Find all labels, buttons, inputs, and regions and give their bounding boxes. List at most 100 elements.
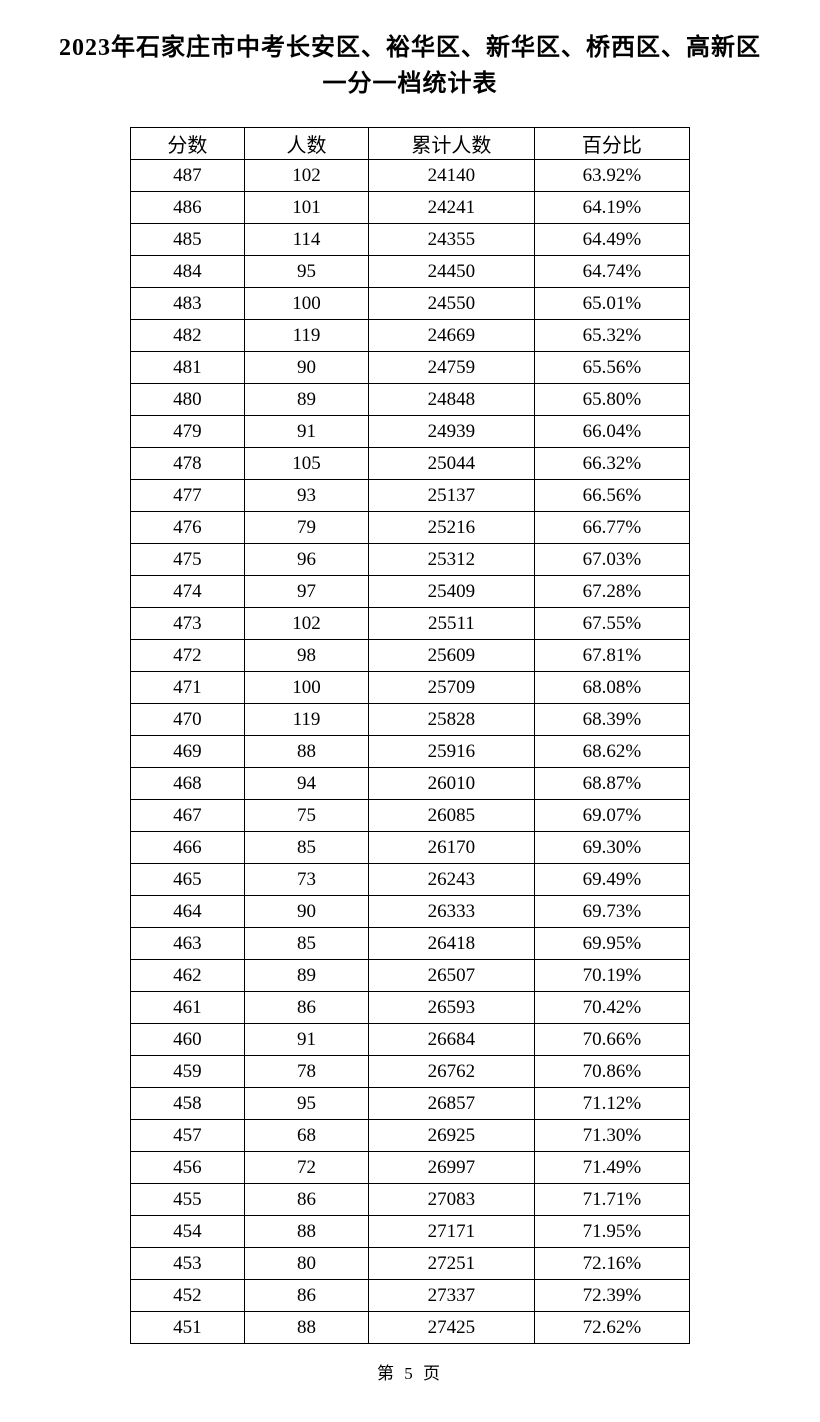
table-cell: 72.39%	[534, 1280, 689, 1312]
table-cell: 65.56%	[534, 352, 689, 384]
table-cell: 486	[131, 192, 245, 224]
table-cell: 90	[244, 896, 368, 928]
table-row: 465732624369.49%	[131, 864, 690, 896]
table-cell: 97	[244, 576, 368, 608]
table-cell: 90	[244, 352, 368, 384]
table-row: 472982560967.81%	[131, 640, 690, 672]
table-cell: 89	[244, 960, 368, 992]
table-cell: 457	[131, 1120, 245, 1152]
table-cell: 25312	[369, 544, 535, 576]
table-cell: 451	[131, 1312, 245, 1344]
table-cell: 460	[131, 1024, 245, 1056]
table-cell: 67.28%	[534, 576, 689, 608]
table-cell: 67.03%	[534, 544, 689, 576]
table-cell: 25828	[369, 704, 535, 736]
table-row: 451882742572.62%	[131, 1312, 690, 1344]
table-cell: 485	[131, 224, 245, 256]
table-cell: 68.87%	[534, 768, 689, 800]
table-cell: 68.39%	[534, 704, 689, 736]
table-cell: 27083	[369, 1184, 535, 1216]
table-cell: 456	[131, 1152, 245, 1184]
table-cell: 455	[131, 1184, 245, 1216]
table-cell: 26243	[369, 864, 535, 896]
table-cell: 95	[244, 1088, 368, 1120]
table-cell: 94	[244, 768, 368, 800]
col-header-cumulative: 累计人数	[369, 128, 535, 160]
table-body: 4871022414063.92%4861012424164.19%485114…	[131, 160, 690, 1344]
table-cell: 80	[244, 1248, 368, 1280]
table-cell: 25511	[369, 608, 535, 640]
table-row: 456722699771.49%	[131, 1152, 690, 1184]
table-cell: 71.49%	[534, 1152, 689, 1184]
table-cell: 71.12%	[534, 1088, 689, 1120]
table-cell: 70.42%	[534, 992, 689, 1024]
table-cell: 24450	[369, 256, 535, 288]
table-cell: 458	[131, 1088, 245, 1120]
table-cell: 65.80%	[534, 384, 689, 416]
table-row: 475962531267.03%	[131, 544, 690, 576]
table-cell: 479	[131, 416, 245, 448]
table-cell: 67.81%	[534, 640, 689, 672]
table-cell: 69.30%	[534, 832, 689, 864]
table-cell: 91	[244, 416, 368, 448]
table-row: 4711002570968.08%	[131, 672, 690, 704]
table-cell: 25216	[369, 512, 535, 544]
table-cell: 68	[244, 1120, 368, 1152]
table-cell: 102	[244, 160, 368, 192]
table-row: 4861012424164.19%	[131, 192, 690, 224]
table-cell: 473	[131, 608, 245, 640]
table-row: 4731022551167.55%	[131, 608, 690, 640]
table-cell: 98	[244, 640, 368, 672]
col-header-count: 人数	[244, 128, 368, 160]
table-cell: 72.16%	[534, 1248, 689, 1280]
table-cell: 65.32%	[534, 320, 689, 352]
table-cell: 25044	[369, 448, 535, 480]
table-cell: 93	[244, 480, 368, 512]
table-row: 457682692571.30%	[131, 1120, 690, 1152]
table-cell: 88	[244, 1216, 368, 1248]
table-cell: 26593	[369, 992, 535, 1024]
table-cell: 72	[244, 1152, 368, 1184]
table-cell: 452	[131, 1280, 245, 1312]
table-row: 4701192582868.39%	[131, 704, 690, 736]
table-cell: 88	[244, 1312, 368, 1344]
table-cell: 102	[244, 608, 368, 640]
table-cell: 85	[244, 928, 368, 960]
table-cell: 69.73%	[534, 896, 689, 928]
table-cell: 63.92%	[534, 160, 689, 192]
page-title: 2023年石家庄市中考长安区、裕华区、新华区、桥西区、高新区 一分一档统计表	[50, 30, 770, 102]
table-cell: 100	[244, 672, 368, 704]
col-header-percent: 百分比	[534, 128, 689, 160]
table-cell: 119	[244, 320, 368, 352]
table-cell: 69.07%	[534, 800, 689, 832]
table-row: 4851142435564.49%	[131, 224, 690, 256]
table-cell: 467	[131, 800, 245, 832]
table-row: 4781052504466.32%	[131, 448, 690, 480]
table-cell: 69.49%	[534, 864, 689, 896]
table-cell: 24140	[369, 160, 535, 192]
table-cell: 70.19%	[534, 960, 689, 992]
table-row: 459782676270.86%	[131, 1056, 690, 1088]
table-cell: 26333	[369, 896, 535, 928]
table-cell: 468	[131, 768, 245, 800]
title-line-2: 一分一档统计表	[50, 66, 770, 102]
table-cell: 25709	[369, 672, 535, 704]
table-cell: 474	[131, 576, 245, 608]
table-cell: 68.62%	[534, 736, 689, 768]
table-row: 469882591668.62%	[131, 736, 690, 768]
table-cell: 480	[131, 384, 245, 416]
table-cell: 26507	[369, 960, 535, 992]
table-cell: 24939	[369, 416, 535, 448]
table-cell: 472	[131, 640, 245, 672]
table-row: 466852617069.30%	[131, 832, 690, 864]
table-cell: 72.62%	[534, 1312, 689, 1344]
table-row: 484952445064.74%	[131, 256, 690, 288]
table-cell: 26684	[369, 1024, 535, 1056]
table-cell: 26925	[369, 1120, 535, 1152]
table-cell: 471	[131, 672, 245, 704]
table-cell: 100	[244, 288, 368, 320]
table-container: 分数 人数 累计人数 百分比 4871022414063.92%48610124…	[50, 127, 770, 1344]
table-cell: 75	[244, 800, 368, 832]
table-cell: 73	[244, 864, 368, 896]
table-cell: 25137	[369, 480, 535, 512]
